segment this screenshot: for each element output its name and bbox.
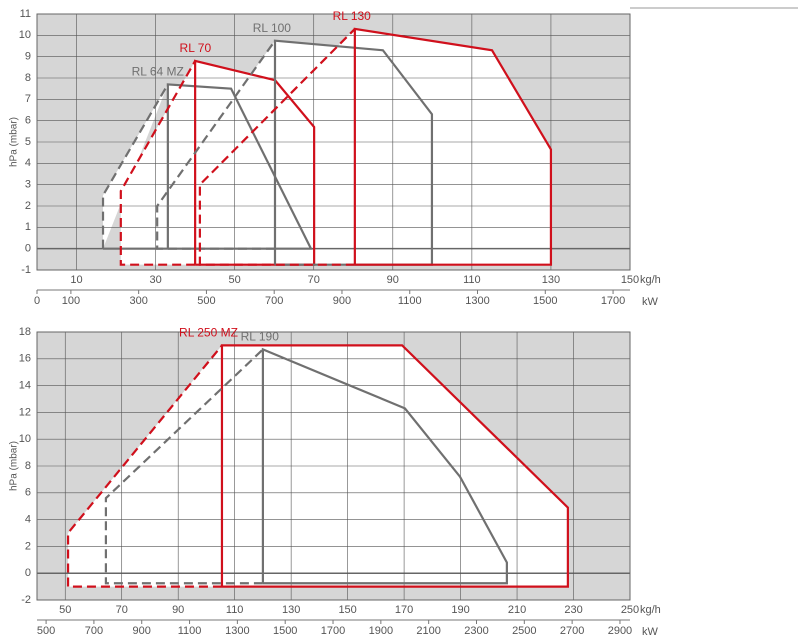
x2-tick-label: 2300 bbox=[464, 625, 488, 637]
x2-tick-label: 500 bbox=[197, 295, 215, 307]
x-axis-label: kg/h bbox=[640, 274, 661, 286]
x2-tick-label: 0 bbox=[34, 295, 40, 307]
x-tick-label: 90 bbox=[387, 274, 399, 286]
series-label: RL 190 bbox=[241, 330, 280, 344]
y-axis-label: hPa (mbar) bbox=[9, 441, 20, 491]
y-tick-label: 9 bbox=[25, 51, 31, 63]
startup-line bbox=[156, 40, 276, 250]
startup-line bbox=[101, 83, 169, 249]
x2-tick-label: 500 bbox=[37, 625, 55, 637]
x-tick-label: 130 bbox=[542, 274, 560, 286]
x2-tick-label: 1500 bbox=[273, 625, 297, 637]
x2-tick-label: 900 bbox=[133, 625, 151, 637]
x2-tick-label: 700 bbox=[85, 625, 103, 637]
y-tick-label: 12 bbox=[19, 406, 31, 418]
y-tick-label: 8 bbox=[25, 72, 31, 84]
y-tick-label: 1 bbox=[25, 221, 31, 233]
y-tick-label: 4 bbox=[25, 157, 31, 169]
envelope-line bbox=[261, 347, 508, 585]
y-tick-label: -1 bbox=[21, 264, 31, 276]
x2-tick-label: 2900 bbox=[608, 625, 632, 637]
x-tick-label: 70 bbox=[308, 274, 320, 286]
x-tick-label: 190 bbox=[451, 604, 469, 616]
x-tick-label: 150 bbox=[338, 604, 356, 616]
y-tick-label: -2 bbox=[21, 594, 31, 606]
x2-axis-label: kW bbox=[642, 626, 659, 638]
x-tick-label: 150 bbox=[621, 274, 639, 286]
x-tick-label: 110 bbox=[463, 274, 481, 286]
x-tick-label: 10 bbox=[70, 274, 82, 286]
y-tick-label: 3 bbox=[25, 179, 31, 191]
startup-line bbox=[66, 344, 223, 588]
series-label: RL 70 bbox=[180, 41, 212, 55]
x-axis-label: kg/h bbox=[640, 604, 661, 616]
x2-tick-label: 700 bbox=[265, 295, 283, 307]
x2-tick-label: 1300 bbox=[465, 295, 489, 307]
y-tick-label: 0 bbox=[25, 567, 31, 579]
y-tick-label: 4 bbox=[25, 514, 31, 526]
x2-tick-label: 100 bbox=[62, 295, 80, 307]
y-tick-label: 0 bbox=[25, 243, 31, 255]
x-tick-label: 50 bbox=[229, 274, 241, 286]
series-label: RL 64 MZ bbox=[132, 65, 184, 79]
y-tick-label: 8 bbox=[25, 460, 31, 472]
startup-line bbox=[198, 28, 356, 266]
x-tick-label: 210 bbox=[508, 604, 526, 616]
x-tick-label: 30 bbox=[149, 274, 161, 286]
x2-tick-label: 1900 bbox=[369, 625, 393, 637]
x2-tick-label: 2700 bbox=[560, 625, 584, 637]
x-tick-label: 90 bbox=[172, 604, 184, 616]
x-tick-label: 50 bbox=[59, 604, 71, 616]
plot-frame bbox=[36, 331, 631, 601]
x2-tick-label: 900 bbox=[333, 295, 351, 307]
y-tick-label: 10 bbox=[19, 433, 31, 445]
series-label: RL 100 bbox=[253, 21, 292, 35]
y-tick-label: 6 bbox=[25, 115, 31, 127]
plot-frame bbox=[36, 13, 631, 271]
series-label: RL 250 MZ bbox=[179, 326, 238, 340]
x2-tick-label: 1500 bbox=[533, 295, 557, 307]
x2-tick-label: 2100 bbox=[416, 625, 440, 637]
y-tick-label: 2 bbox=[25, 200, 31, 212]
x-tick-label: 170 bbox=[395, 604, 413, 616]
y-tick-label: 10 bbox=[19, 29, 31, 41]
x-tick-label: 130 bbox=[282, 604, 300, 616]
x2-tick-label: 1700 bbox=[321, 625, 345, 637]
y-tick-label: 16 bbox=[19, 353, 31, 365]
x2-tick-label: 300 bbox=[129, 295, 147, 307]
y-tick-label: 14 bbox=[19, 380, 31, 392]
y-tick-label: 5 bbox=[25, 136, 31, 148]
envelope-line bbox=[220, 344, 569, 588]
envelope-fill bbox=[105, 349, 263, 584]
x2-tick-label: 1100 bbox=[398, 295, 422, 307]
y-axis-label: hPa (mbar) bbox=[9, 117, 20, 167]
x2-tick-label: 1100 bbox=[178, 625, 202, 637]
series-label: RL 130 bbox=[333, 9, 372, 23]
y-tick-label: 6 bbox=[25, 487, 31, 499]
startup-line bbox=[104, 348, 264, 585]
y-tick-label: 18 bbox=[19, 326, 31, 338]
x-tick-label: 250 bbox=[621, 604, 639, 616]
envelope-line bbox=[353, 27, 553, 266]
y-tick-label: 2 bbox=[25, 540, 31, 552]
y-tick-label: 11 bbox=[20, 8, 31, 20]
x2-tick-label: 1700 bbox=[601, 295, 625, 307]
y-tick-label: 7 bbox=[25, 93, 31, 105]
x-tick-label: 110 bbox=[226, 604, 244, 616]
x2-axis-label: kW bbox=[642, 296, 659, 308]
x2-tick-label: 1300 bbox=[225, 625, 249, 637]
x-tick-label: 230 bbox=[564, 604, 582, 616]
x2-tick-label: 2500 bbox=[512, 625, 536, 637]
x-tick-label: 70 bbox=[116, 604, 128, 616]
envelope-fill bbox=[262, 349, 507, 584]
